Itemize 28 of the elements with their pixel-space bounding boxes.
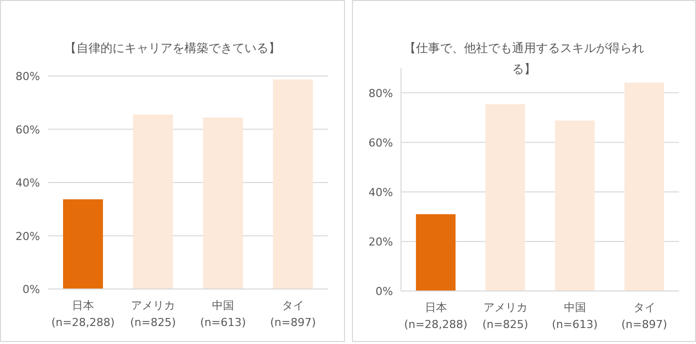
bar	[203, 118, 243, 289]
y-tick-label: 20%	[16, 230, 40, 243]
bar	[416, 214, 456, 291]
x-tick-label: アメリカ (n=825)	[130, 299, 176, 329]
bar	[273, 79, 313, 289]
bar	[133, 114, 173, 289]
x-tick-label: 日本 (n=28,288)	[51, 299, 115, 329]
y-tick-label: 0%	[376, 285, 393, 298]
bar	[624, 82, 664, 291]
x-tick-label: 中国 (n=613)	[200, 299, 246, 329]
y-tick-label: 60%	[368, 136, 393, 150]
bar	[554, 120, 595, 291]
bar	[63, 199, 103, 289]
bar	[485, 104, 526, 291]
y-tick-label: 0%	[22, 283, 40, 296]
y-tick-label: 20%	[368, 235, 393, 248]
y-tick-label: 80%	[368, 86, 393, 100]
y-tick-label: 60%	[16, 123, 40, 136]
chart-title: 【仕事で、他社でも通用するスキルが得られる】	[403, 40, 645, 78]
y-tick-label: 40%	[368, 186, 393, 199]
x-tick-label: 日本 (n=28,288)	[404, 301, 468, 331]
x-tick-label: 中国 (n=613)	[552, 301, 598, 331]
y-tick-label: 80%	[16, 70, 40, 83]
x-tick-label: タイ (n=897)	[270, 299, 316, 329]
x-tick-label: タイ (n=897)	[621, 301, 668, 331]
x-tick-label: アメリカ (n=825)	[482, 301, 528, 331]
y-tick-label: 40%	[16, 176, 40, 190]
chart-title: 【自律的にキャリアを構築できている】	[64, 40, 282, 57]
